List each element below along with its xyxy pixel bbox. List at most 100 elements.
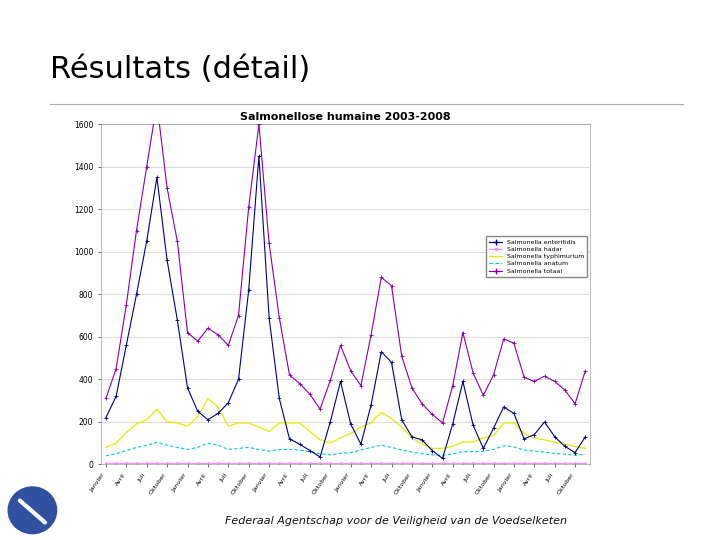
Salmonella totaal [581, 368, 590, 374]
Salmonella hadar [265, 460, 274, 467]
Salmonella anatum [204, 440, 212, 447]
Salmonella hadar [520, 460, 528, 467]
Salmonella anatum [122, 447, 130, 454]
Salmonella typhimurium [500, 420, 508, 426]
Salmonella typhimurium [438, 445, 447, 451]
Salmonella enteritidis [418, 437, 426, 443]
Salmonella anatum [387, 444, 396, 450]
Salmonella typhimurium [356, 424, 365, 430]
Salmonella anatum [377, 442, 386, 449]
Salmonella totaal [194, 338, 202, 345]
Salmonella totaal [244, 204, 253, 211]
Salmonella typhimurium [469, 439, 477, 446]
Salmonella anatum [244, 444, 253, 450]
Salmonella totaal [418, 401, 426, 407]
Salmonella typhimurium [510, 420, 518, 426]
Salmonella hadar [449, 460, 457, 467]
Salmonella totaal [132, 227, 141, 234]
Salmonella typhimurium [153, 406, 161, 413]
Salmonella enteritidis [459, 378, 467, 384]
Salmonella anatum [459, 448, 467, 455]
Salmonella anatum [224, 446, 233, 453]
Salmonella totaal [214, 332, 222, 338]
Salmonella totaal [173, 238, 181, 245]
Salmonella hadar [469, 460, 477, 467]
Salmonella enteritidis [550, 434, 559, 440]
Salmonella enteritidis [214, 410, 222, 417]
Salmonella totaal [112, 366, 120, 372]
Salmonella enteritidis [204, 416, 212, 423]
Salmonella enteritidis [346, 421, 355, 427]
Salmonella enteritidis [449, 421, 457, 427]
Salmonella anatum [194, 444, 202, 450]
Salmonella hadar [214, 460, 222, 467]
Salmonella typhimurium [489, 433, 498, 439]
Salmonella hadar [581, 460, 590, 467]
Salmonella hadar [244, 460, 253, 467]
Salmonella totaal [500, 336, 508, 342]
Salmonella hadar [132, 460, 141, 467]
Line: Salmonella totaal: Salmonella totaal [104, 101, 588, 425]
Salmonella hadar [153, 460, 161, 467]
Salmonella anatum [336, 450, 345, 457]
Salmonella hadar [102, 460, 110, 467]
Salmonella totaal [275, 314, 284, 321]
Salmonella totaal [408, 384, 416, 391]
Salmonella anatum [234, 445, 243, 451]
Salmonella typhimurium [449, 443, 457, 450]
Salmonella typhimurium [122, 429, 130, 436]
Salmonella hadar [346, 460, 355, 467]
Salmonella hadar [550, 460, 559, 467]
Salmonella enteritidis [143, 238, 151, 245]
Salmonella typhimurium [408, 435, 416, 441]
Salmonella hadar [500, 460, 508, 467]
Salmonella enteritidis [153, 174, 161, 180]
Salmonella hadar [255, 460, 264, 467]
Salmonella enteritidis [520, 436, 528, 442]
Salmonella enteritidis [265, 314, 274, 321]
Salmonella enteritidis [469, 422, 477, 428]
Salmonella typhimurium [479, 435, 487, 441]
Salmonella anatum [214, 442, 222, 449]
Line: Salmonella enteritidis: Salmonella enteritidis [104, 154, 588, 461]
Salmonella hadar [387, 460, 396, 467]
Salmonella anatum [305, 448, 314, 455]
Salmonella typhimurium [295, 420, 304, 426]
Salmonella typhimurium [561, 441, 570, 448]
Salmonella hadar [143, 460, 151, 467]
Salmonella totaal [305, 391, 314, 397]
Salmonella typhimurium [112, 440, 120, 447]
Salmonella anatum [132, 444, 141, 450]
Salmonella typhimurium [194, 413, 202, 420]
Salmonella hadar [510, 460, 518, 467]
Salmonella anatum [500, 442, 508, 449]
Salmonella anatum [265, 448, 274, 455]
Salmonella typhimurium [336, 435, 345, 441]
Line: Salmonella hadar: Salmonella hadar [104, 462, 587, 465]
Salmonella typhimurium [244, 420, 253, 426]
Salmonella totaal [356, 382, 365, 389]
Salmonella anatum [285, 446, 294, 453]
Salmonella enteritidis [295, 441, 304, 448]
Salmonella totaal [163, 185, 171, 191]
Salmonella anatum [581, 451, 590, 457]
Salmonella hadar [377, 460, 386, 467]
Salmonella anatum [571, 452, 580, 458]
Salmonella totaal [428, 411, 436, 417]
Salmonella hadar [183, 460, 192, 467]
Salmonella enteritidis [305, 447, 314, 454]
Salmonella anatum [316, 450, 325, 457]
Salmonella hadar [275, 460, 284, 467]
Salmonella anatum [550, 450, 559, 457]
Salmonella hadar [194, 460, 202, 467]
Salmonella hadar [122, 460, 130, 467]
Salmonella totaal [449, 382, 457, 389]
Salmonella hadar [316, 460, 325, 467]
Salmonella anatum [112, 450, 120, 457]
Salmonella totaal [438, 420, 447, 426]
Salmonella anatum [163, 442, 171, 449]
Salmonella typhimurium [387, 415, 396, 422]
Salmonella totaal [295, 380, 304, 387]
Salmonella hadar [112, 460, 120, 467]
Salmonella totaal [520, 374, 528, 381]
